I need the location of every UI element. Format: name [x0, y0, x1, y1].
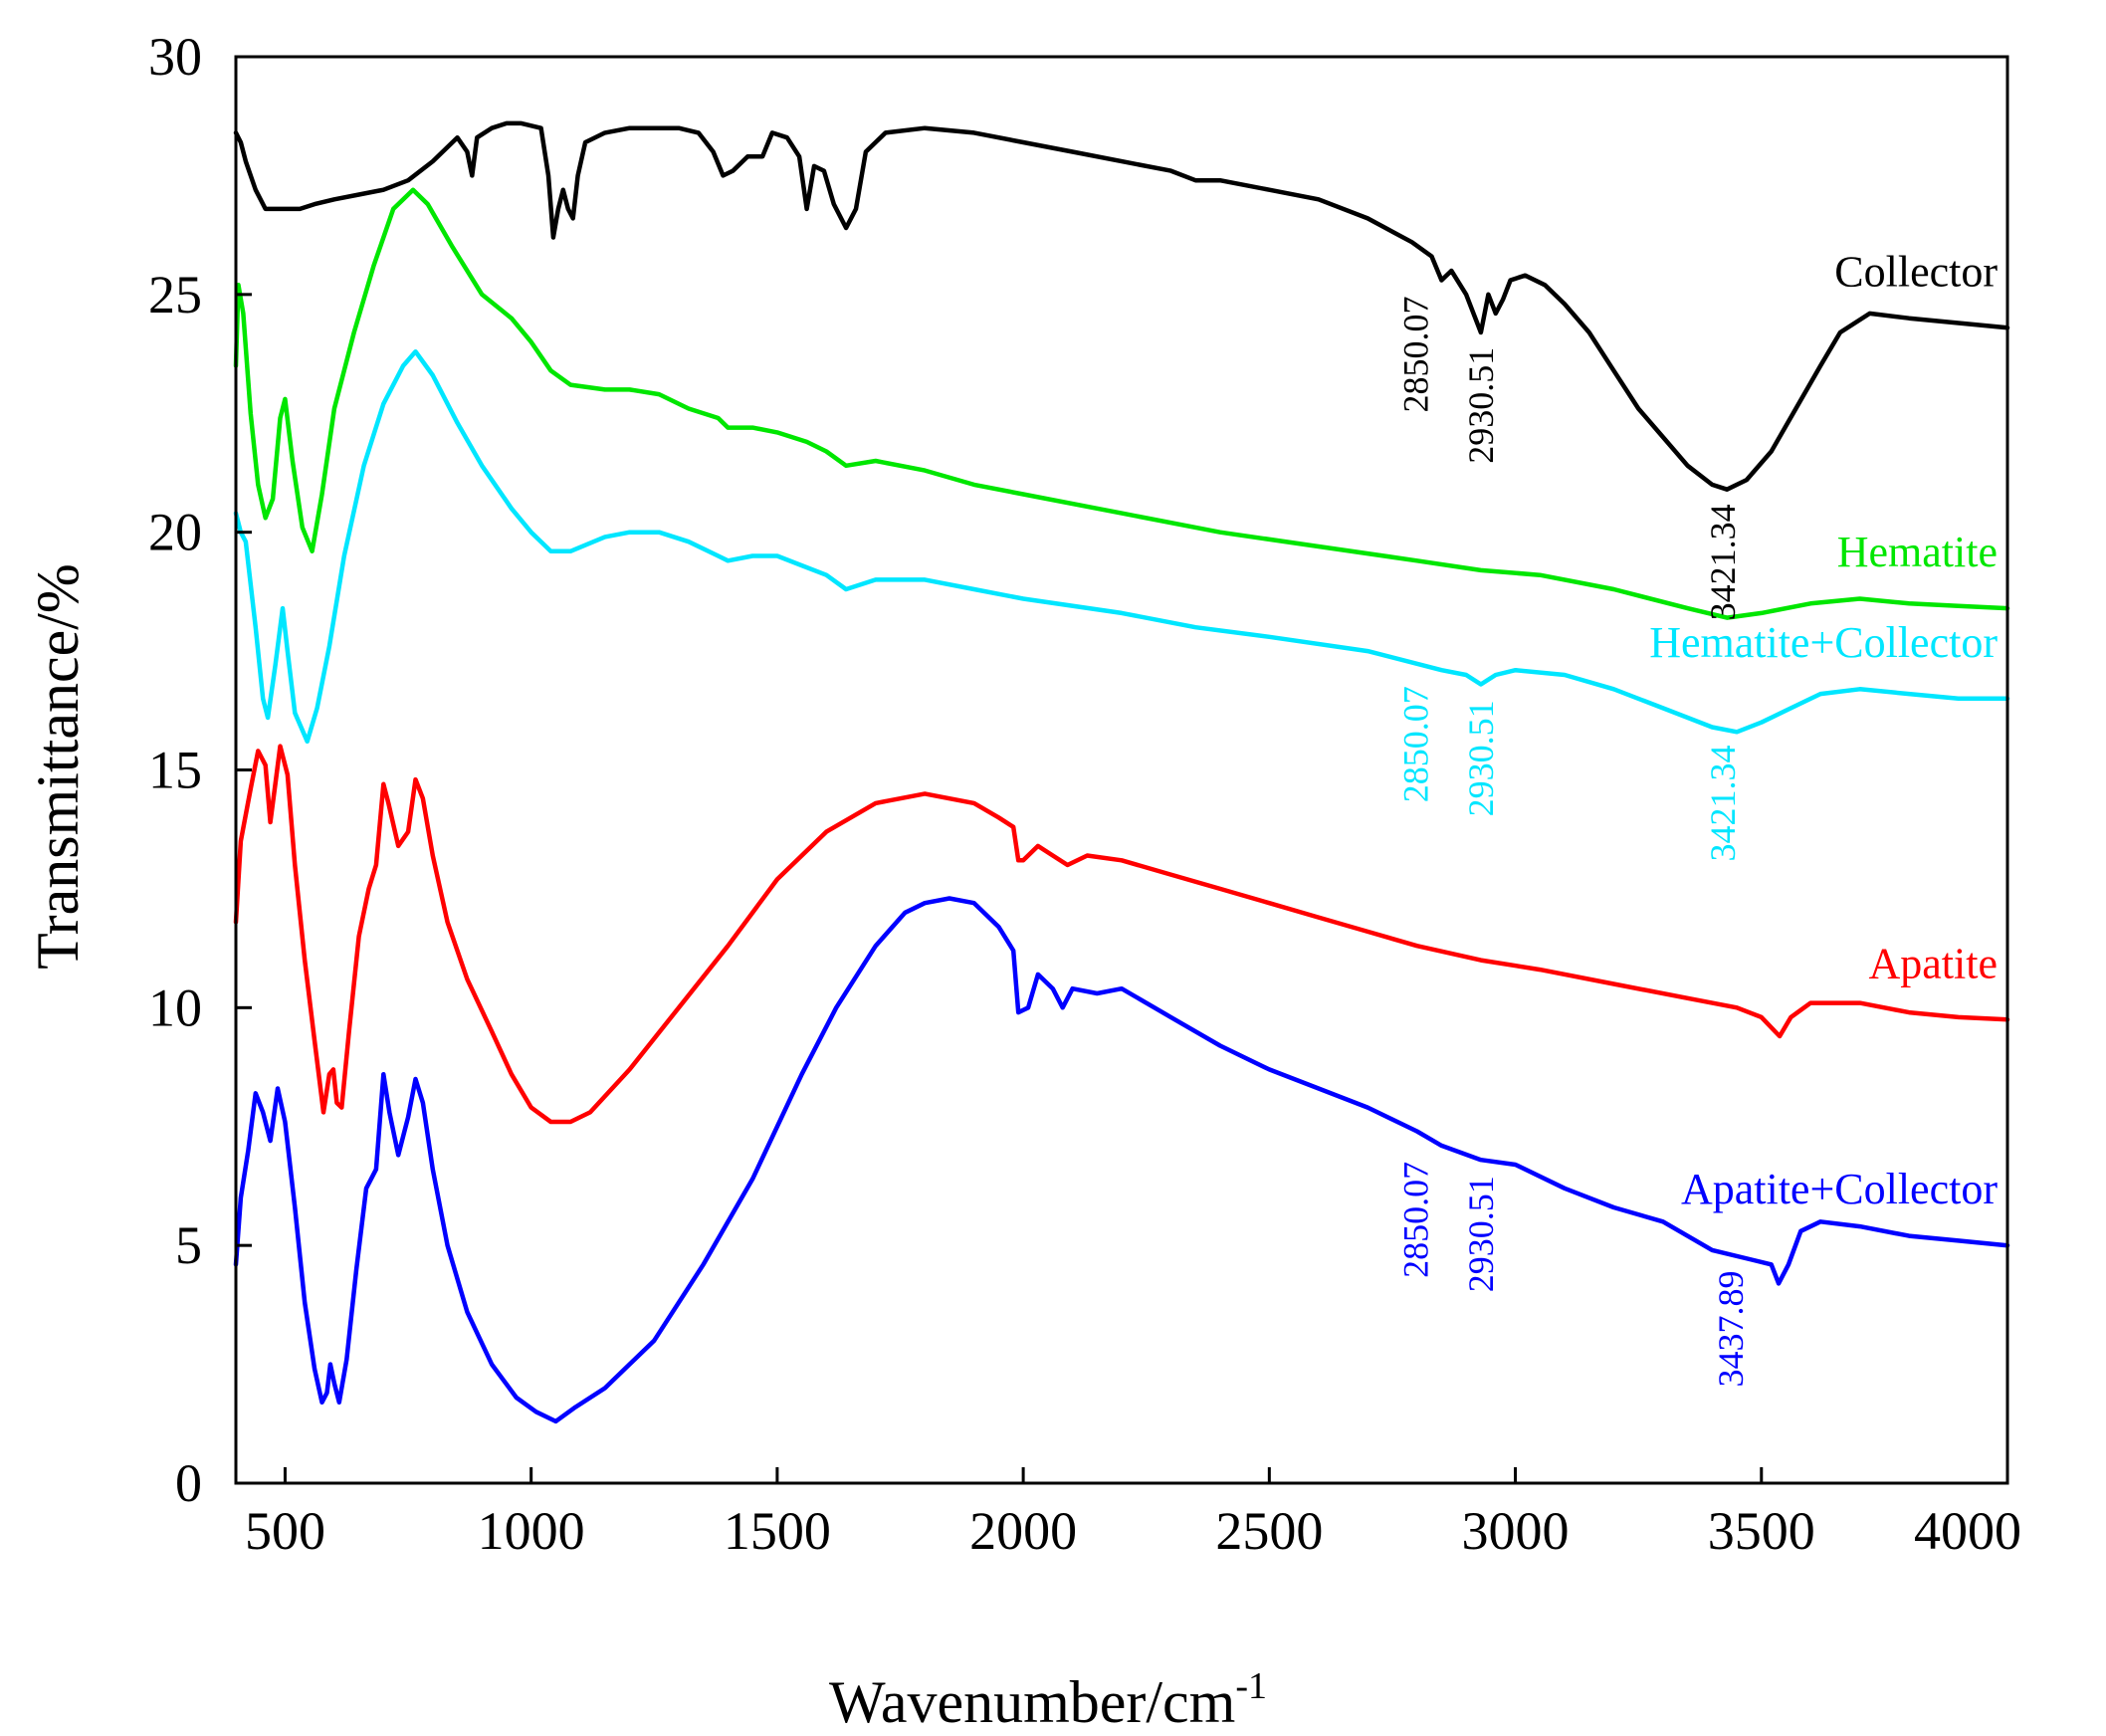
x-axis-title-text: Wavenumber/cm	[829, 1669, 1235, 1735]
y-tick-label: 30	[148, 27, 202, 87]
y-tick-label: 15	[148, 741, 202, 800]
y-tick-label: 5	[175, 1215, 202, 1275]
series-label-apatite: Apatite	[1868, 939, 1998, 987]
x-tick-label: 1500	[724, 1501, 831, 1561]
series-layer	[233, 120, 2010, 1424]
x-axis-title-superscript: -1	[1235, 1665, 1267, 1707]
axis-layer: 500 1000 1500 2000 2500 3000 3500 4000 0 5 10 15 20 2…	[148, 27, 2021, 1561]
x-tick-label: 2000	[969, 1501, 1077, 1561]
y-tick-label: 25	[148, 265, 202, 325]
y-tick-label: 0	[175, 1453, 202, 1513]
x-tick-label: 2500	[1215, 1501, 1323, 1561]
peak-label-2850-07: 2850.07	[1395, 1162, 1435, 1278]
x-tick-label: 1000	[478, 1501, 585, 1561]
peak-label-2930-51: 2930.51	[1461, 1176, 1501, 1292]
y-tick-label: 20	[148, 503, 202, 562]
series-line-apatite	[233, 744, 2010, 1125]
x-tick-label: 3000	[1462, 1501, 1570, 1561]
y-tick-label: 10	[148, 977, 202, 1037]
peak-label-3421-34: 3421.34	[1703, 504, 1743, 620]
x-tick-label: 500	[245, 1501, 325, 1561]
series-label-hematite-plus-collector: Hematite+Collector	[1649, 618, 1998, 667]
series-line-hematite	[233, 187, 2010, 620]
series-line-collector	[233, 120, 2010, 492]
series-label-hematite: Hematite	[1837, 528, 1998, 576]
label-layer: Collector Hematite Hematite+Collector Apati…	[1395, 247, 1998, 1387]
peak-label-2850-07: 2850.07	[1395, 297, 1435, 413]
x-axis-title: Wavenumber/cm-1	[829, 1665, 1267, 1735]
peak-label-2930-51: 2930.51	[1461, 347, 1501, 464]
series-label-apatite-plus-collector: Apatite+Collector	[1681, 1165, 1998, 1213]
peak-label-3437-89: 3437.89	[1711, 1271, 1751, 1388]
peak-label-3421-34: 3421.34	[1703, 746, 1743, 862]
y-axis-title: Transmittance/%	[25, 563, 91, 970]
peak-label-2930-51: 2930.51	[1461, 700, 1501, 816]
x-tick-label: 3500	[1708, 1501, 1815, 1561]
series-line-hematite-plus-collector	[233, 348, 2010, 745]
peak-label-2850-07: 2850.07	[1395, 686, 1435, 802]
series-label-collector: Collector	[1834, 247, 1998, 296]
series-line-apatite-plus-collector	[233, 896, 2010, 1424]
x-tick-label: 4000	[1914, 1501, 2021, 1561]
